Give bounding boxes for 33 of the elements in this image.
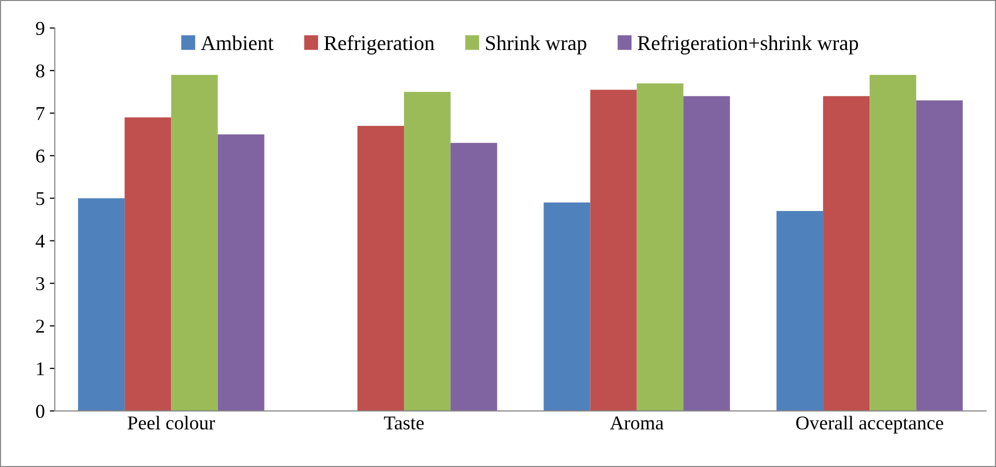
bar bbox=[544, 202, 590, 411]
bar bbox=[916, 100, 963, 411]
y-tick-label: 7 bbox=[36, 107, 44, 120]
bar bbox=[218, 134, 264, 411]
legend-label: Ambient bbox=[200, 35, 274, 50]
y-tick-label: 0 bbox=[36, 404, 44, 418]
x-tick-label: Overall acceptance bbox=[796, 416, 944, 434]
x-tick-label: Aroma bbox=[610, 416, 664, 430]
bar bbox=[450, 142, 498, 411]
y-tick-label: 5 bbox=[36, 192, 44, 206]
bar bbox=[171, 74, 218, 411]
bar bbox=[590, 90, 637, 411]
legend-label: Refrigeration+shrink wrap bbox=[638, 35, 858, 54]
bar bbox=[683, 96, 730, 411]
y-tick-label: 6 bbox=[36, 150, 44, 163]
bar bbox=[870, 74, 916, 411]
y-tick-label: 9 bbox=[36, 22, 44, 35]
y-tick-label: 3 bbox=[36, 277, 44, 290]
bar bbox=[823, 96, 870, 411]
y-tick-label: 4 bbox=[36, 234, 45, 248]
legend-label: Refrigeration bbox=[324, 35, 434, 54]
y-tick-label: 8 bbox=[36, 64, 44, 78]
bar bbox=[78, 198, 125, 411]
bar bbox=[636, 83, 684, 411]
x-tick-label: Taste bbox=[384, 416, 424, 430]
y-tick-label: 1 bbox=[37, 362, 44, 376]
x-tick-label: Peel colour bbox=[128, 416, 216, 430]
bar bbox=[357, 126, 404, 411]
y-tick-label: 2 bbox=[36, 320, 44, 333]
bar bbox=[776, 210, 824, 411]
bar bbox=[124, 117, 172, 411]
legend-label: Shrink wrap bbox=[486, 35, 586, 54]
bar bbox=[404, 92, 451, 411]
